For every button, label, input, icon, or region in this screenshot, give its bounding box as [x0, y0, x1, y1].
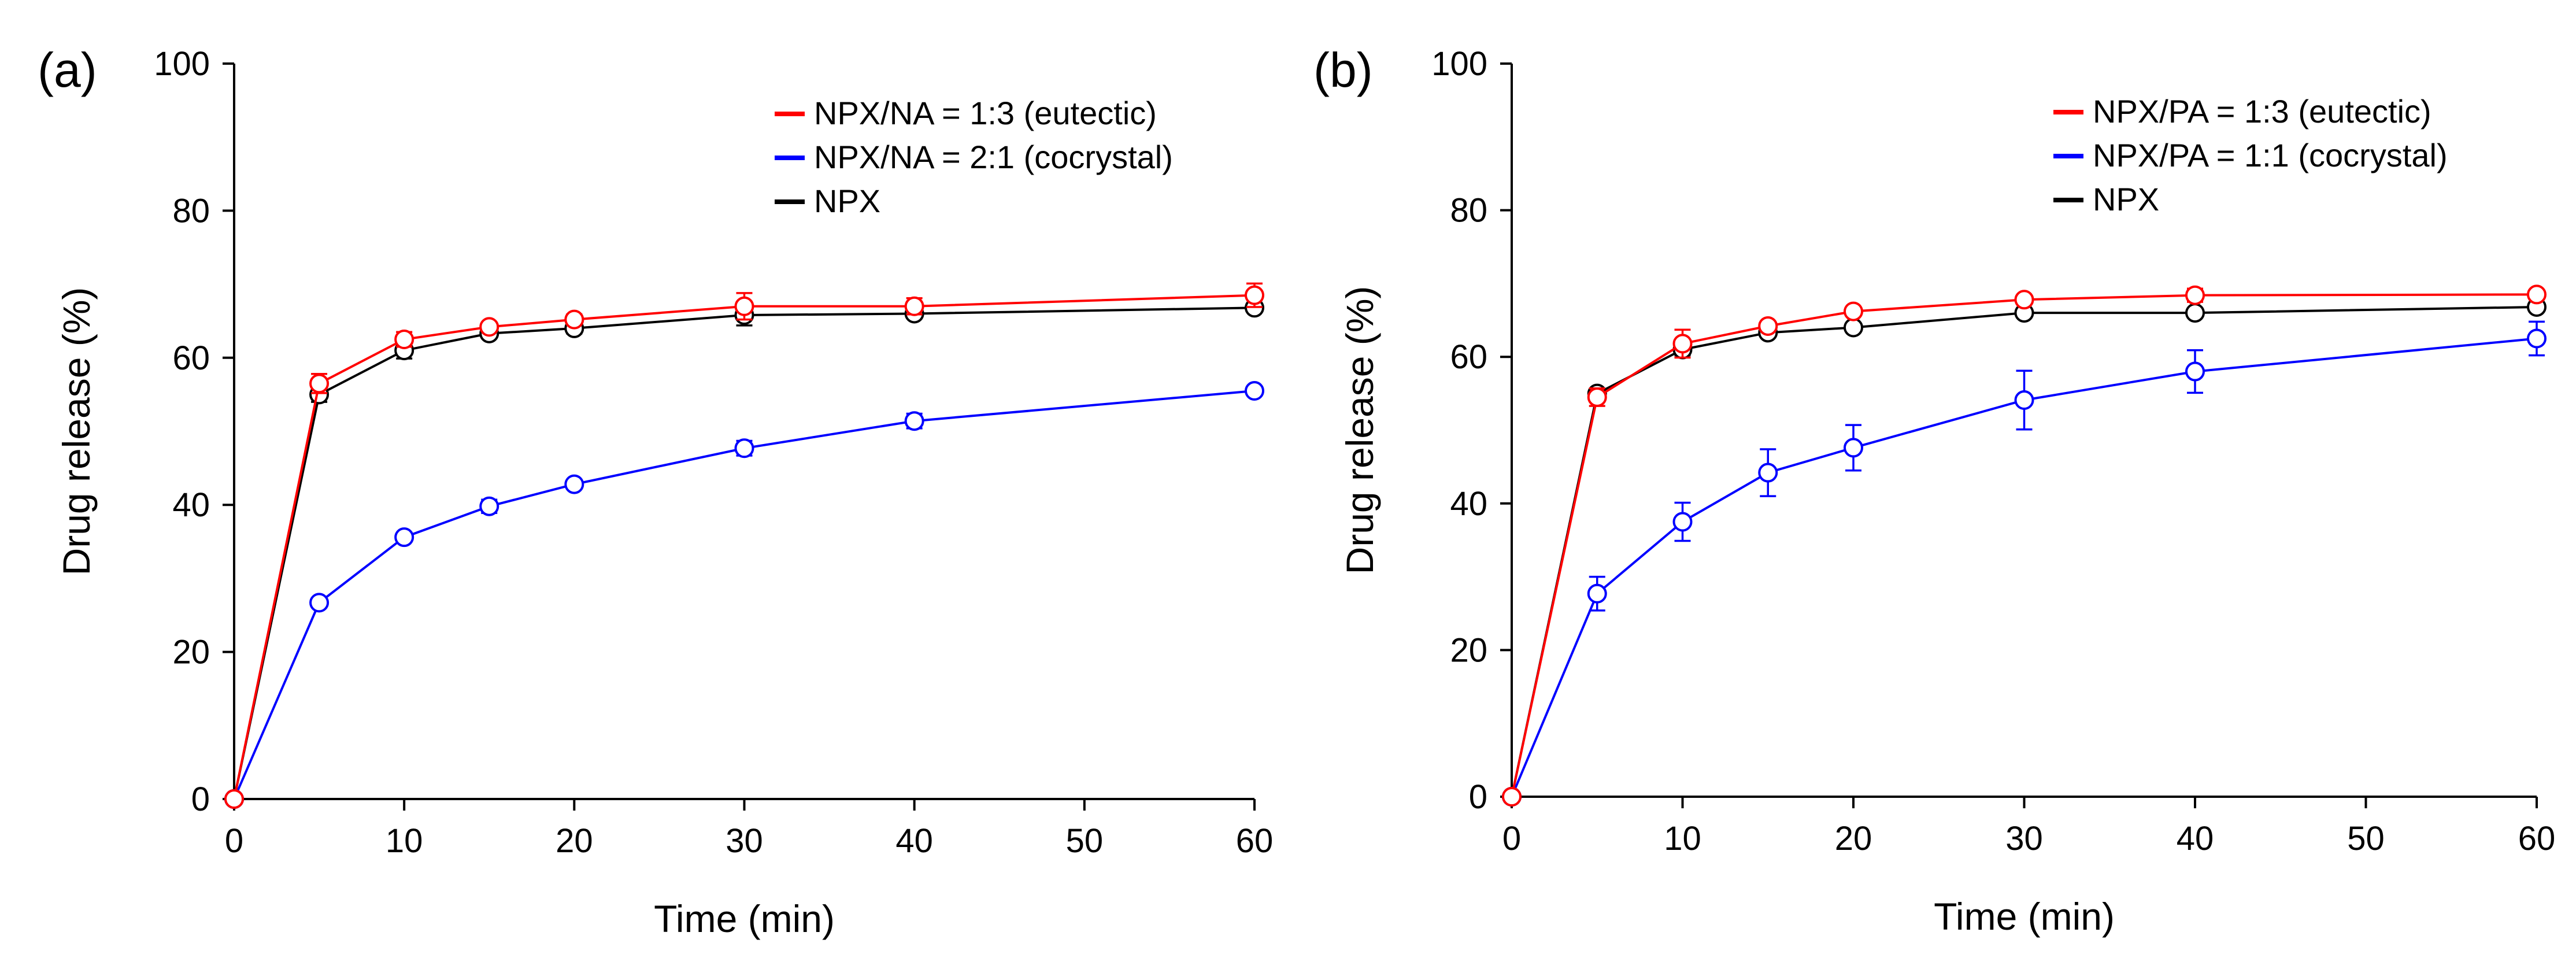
series-line [1511, 337, 2537, 797]
x-tick-label: 0 [225, 822, 243, 860]
data-point [1844, 438, 1863, 458]
panel-label: (b) [1313, 43, 1373, 97]
series-line [1511, 293, 2537, 797]
y-tick-label: 60 [1450, 338, 1487, 376]
legend-entry: NPX/NA = 2:1 (cocrystal) [814, 139, 1173, 175]
legend-entry: NPX/PA = 1:3 (eutectic) [2093, 93, 2431, 130]
x-tick-label: 40 [895, 822, 933, 860]
y-tick-label: 80 [1450, 192, 1487, 230]
x-tick-label: 40 [2177, 820, 2214, 857]
data-point [309, 373, 330, 394]
x-axis-title: Time (min) [654, 897, 835, 940]
data-point [564, 474, 584, 494]
data-point [1758, 463, 1778, 483]
x-tick-label: 30 [726, 822, 763, 860]
panel-a: 0 20 40 60 80 100 0 10 20 30 40 50 60 Time (min) Drug … [38, 43, 1273, 940]
x-tick-label: 30 [2005, 820, 2043, 857]
x-tick-label: 50 [2347, 820, 2385, 857]
x-tick-label: 60 [1236, 822, 1274, 860]
y-tick-label: 0 [1469, 778, 1487, 816]
data-point [734, 296, 754, 316]
x-tick-label: 20 [556, 822, 593, 860]
data-point [479, 317, 499, 337]
data-point [904, 296, 924, 316]
data-point [2014, 290, 2034, 310]
x-axis-title: Time (min) [1934, 895, 2115, 938]
series-line [1511, 306, 2537, 797]
series-line [233, 390, 1255, 800]
legend-entry: NPX/PA = 1:1 (cocrystal) [2093, 137, 2448, 173]
data-point [1758, 316, 1778, 336]
data-point [2014, 390, 2034, 410]
x-tick-label: 60 [2518, 820, 2556, 857]
y-tick-label: 20 [172, 634, 210, 671]
data-point [394, 330, 414, 349]
legend-entry: NPX/NA = 1:3 (eutectic) [814, 95, 1157, 131]
series-line [233, 306, 1255, 800]
y-axis-title: Drug release (%) [1338, 286, 1381, 575]
panel-label: (a) [38, 43, 97, 97]
y-tick-label: 20 [1450, 631, 1487, 669]
panel-b: 0 20 40 60 80 100 0 10 20 30 40 50 60 Time (min) Drug … [1313, 43, 2555, 938]
y-tick-label: 40 [1450, 485, 1487, 523]
data-point [1587, 387, 1607, 407]
y-tick-label: 0 [191, 781, 210, 818]
data-point [2527, 284, 2547, 305]
y-tick-label: 100 [154, 45, 210, 83]
series-line [233, 294, 1255, 800]
data-point [1672, 334, 1693, 354]
data-point [1844, 317, 1863, 338]
x-tick-label: 50 [1066, 822, 1104, 860]
legend-entry: NPX [814, 183, 880, 219]
data-point [1587, 583, 1607, 604]
x-tick-label: 10 [1664, 820, 1701, 857]
y-tick-label: 80 [172, 192, 210, 230]
data-point [1672, 512, 1693, 532]
data-point [2185, 361, 2205, 382]
x-tick-label: 10 [386, 822, 423, 860]
data-point [564, 309, 584, 330]
data-point [2185, 285, 2205, 305]
data-point [904, 411, 924, 431]
data-point [394, 527, 414, 548]
legend-entry: NPX [2093, 181, 2159, 217]
x-tick-label: 20 [1835, 820, 1872, 857]
data-point [1245, 381, 1264, 401]
data-point [224, 789, 244, 809]
y-tick-label: 60 [172, 339, 210, 377]
data-point [479, 496, 499, 516]
data-point [1245, 285, 1264, 305]
y-tick-label: 100 [1431, 45, 1487, 83]
data-point [1502, 787, 1522, 807]
data-point [1844, 301, 1863, 321]
data-point [2185, 303, 2205, 323]
y-axis-title: Drug release (%) [55, 287, 98, 576]
data-point [2527, 328, 2547, 349]
x-tick-label: 0 [1502, 820, 1521, 857]
y-tick-label: 40 [172, 486, 210, 524]
data-point [309, 593, 330, 613]
data-point [734, 438, 754, 458]
